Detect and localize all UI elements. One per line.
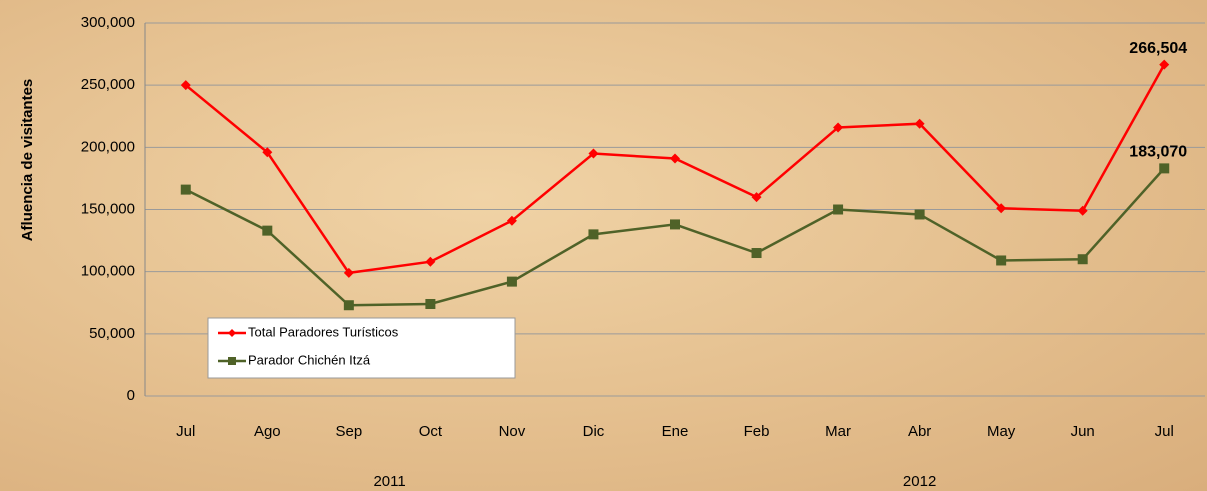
y-tick-label: 0 <box>127 387 135 404</box>
y-tick-label: 150,000 <box>81 200 135 217</box>
group-label: 2011 <box>373 473 405 490</box>
marker <box>262 225 273 236</box>
marker <box>180 80 191 91</box>
x-tick-label: Oct <box>419 423 443 440</box>
y-axis-label: Afluencia de visitantes <box>19 79 36 242</box>
y-tick-label: 50,000 <box>89 325 135 342</box>
legend-box <box>207 317 516 379</box>
marker <box>180 184 191 195</box>
marker <box>996 203 1007 214</box>
x-tick-label: Feb <box>744 423 770 440</box>
marker <box>751 192 762 203</box>
marker <box>343 267 354 278</box>
marker <box>833 122 844 133</box>
series-line <box>184 64 1166 275</box>
y-tick-label: 100,000 <box>81 263 135 280</box>
marker <box>1159 163 1170 174</box>
marker <box>914 118 925 129</box>
y-tick-label: 200,000 <box>81 138 135 155</box>
marker <box>588 148 599 159</box>
marker <box>588 229 599 240</box>
legend-marker <box>228 357 236 365</box>
marker <box>425 298 436 309</box>
x-tick-label: Dic <box>583 423 605 440</box>
x-tick-label: Jun <box>1071 423 1095 440</box>
marker <box>262 147 273 158</box>
x-tick-label: Jul <box>176 423 195 440</box>
group-label: 2012 <box>903 473 936 490</box>
marker <box>506 215 517 226</box>
marker <box>833 204 844 215</box>
y-tick-label: 250,000 <box>81 76 135 93</box>
x-tick-label: Jul <box>1155 423 1174 440</box>
marker <box>425 256 436 267</box>
x-tick-label: Mar <box>825 423 851 440</box>
marker <box>1159 59 1170 70</box>
marker <box>1077 254 1088 265</box>
x-tick-label: Ago <box>254 423 281 440</box>
legend-label: Total Paradores Turísticos <box>248 324 399 339</box>
marker <box>506 276 517 287</box>
data-label: 183,070 <box>1129 144 1187 161</box>
marker <box>996 255 1007 266</box>
marker <box>1077 205 1088 216</box>
x-tick-label: Sep <box>335 423 362 440</box>
x-tick-label: May <box>987 423 1016 440</box>
legend-label: Parador Chichén Itzá <box>248 352 371 367</box>
marker <box>670 153 680 164</box>
marker <box>343 300 354 311</box>
series-line <box>185 167 1166 307</box>
y-tick-label: 300,000 <box>81 14 135 31</box>
x-tick-label: Ene <box>662 423 689 440</box>
marker <box>670 219 680 230</box>
data-label: 266,504 <box>1129 40 1187 57</box>
marker <box>751 248 762 259</box>
legend-marker <box>228 329 236 337</box>
marker <box>914 209 925 220</box>
x-tick-label: Abr <box>908 423 931 440</box>
x-tick-label: Nov <box>499 423 526 440</box>
